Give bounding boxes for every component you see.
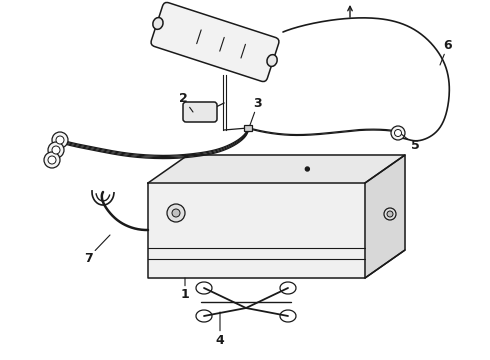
Circle shape <box>394 130 401 136</box>
Circle shape <box>387 211 393 217</box>
Circle shape <box>384 208 396 220</box>
FancyBboxPatch shape <box>151 3 279 82</box>
FancyBboxPatch shape <box>183 102 217 122</box>
Text: 6: 6 <box>440 39 452 65</box>
Polygon shape <box>365 155 405 278</box>
Polygon shape <box>148 183 365 278</box>
Text: 7: 7 <box>84 235 110 265</box>
Text: 5: 5 <box>400 133 419 152</box>
FancyArrowPatch shape <box>220 37 224 51</box>
Circle shape <box>52 146 60 154</box>
Text: 3: 3 <box>250 96 262 125</box>
FancyArrowPatch shape <box>241 44 245 58</box>
Ellipse shape <box>267 55 277 67</box>
Circle shape <box>391 126 405 140</box>
Circle shape <box>56 136 64 144</box>
Bar <box>244 125 252 131</box>
Circle shape <box>48 142 64 158</box>
Circle shape <box>167 204 185 222</box>
Circle shape <box>52 132 68 148</box>
Text: 2: 2 <box>179 91 193 112</box>
Ellipse shape <box>153 18 163 30</box>
Circle shape <box>172 209 180 217</box>
Circle shape <box>48 156 56 164</box>
Circle shape <box>44 152 60 168</box>
Circle shape <box>305 167 309 171</box>
FancyArrowPatch shape <box>196 30 201 44</box>
Text: 4: 4 <box>216 312 224 346</box>
Text: 1: 1 <box>181 278 189 302</box>
Polygon shape <box>148 155 405 183</box>
